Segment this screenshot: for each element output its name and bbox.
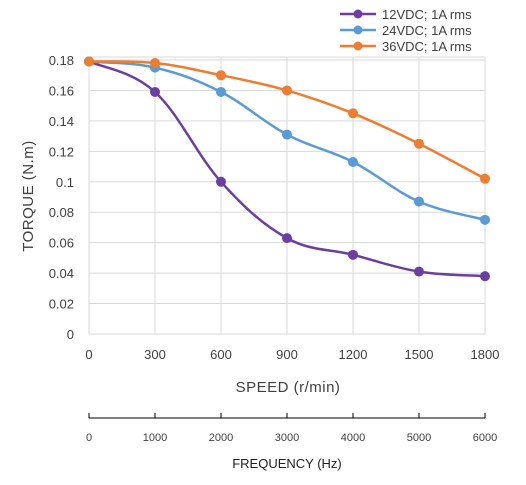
- legend-item: 12VDC; 1A rms: [340, 7, 472, 22]
- frequency-tick-label: 1000: [143, 432, 167, 444]
- legend-item: 36VDC; 1A rms: [340, 39, 472, 54]
- data-point: [348, 156, 358, 167]
- legend-label: 24VDC; 1A rms: [382, 23, 472, 38]
- data-point: [480, 173, 490, 184]
- data-point: [282, 233, 292, 244]
- data-point: [282, 85, 292, 96]
- data-point: [84, 56, 94, 67]
- series-3: [84, 56, 490, 184]
- data-point: [216, 70, 226, 81]
- x-tick-label: 1200: [339, 347, 368, 362]
- data-point: [480, 271, 490, 282]
- legend-label: 36VDC; 1A rms: [382, 39, 472, 54]
- x-axis-title: SPEED (r/min): [236, 379, 341, 396]
- legend-item: 24VDC; 1A rms: [340, 23, 472, 38]
- data-point: [216, 176, 226, 187]
- y-tick-label: 0.14: [49, 114, 74, 129]
- series-1: [84, 56, 490, 282]
- frequency-tick-label: 6000: [473, 432, 497, 444]
- x-tick-label: 1800: [471, 347, 500, 362]
- y-tick-label: 0.12: [49, 144, 74, 159]
- data-point: [348, 108, 358, 119]
- data-point: [480, 214, 490, 225]
- data-point: [216, 86, 226, 97]
- y-axis-title: TORQUE (N.m): [20, 140, 37, 252]
- y-tick-label: 0.1: [56, 175, 74, 190]
- x-tick-label: 900: [276, 347, 298, 362]
- frequency-tick-label: 2000: [209, 432, 233, 444]
- frequency-tick-label: 0: [86, 432, 92, 444]
- frequency-tick-label: 5000: [407, 432, 431, 444]
- legend-label: 12VDC; 1A rms: [382, 7, 472, 22]
- frequency-axis-title: FREQUENCY (Hz): [232, 456, 342, 471]
- x-tick-label: 300: [144, 347, 166, 362]
- x-tick-label: 1500: [405, 347, 434, 362]
- x-tick-label: 0: [85, 347, 92, 362]
- y-tick-label: 0.06: [49, 236, 74, 251]
- y-tick-label: 0.16: [49, 83, 74, 98]
- data-point: [414, 266, 424, 277]
- y-tick-labels: 0 0.02 0.04 0.06 0.08 0.1 0.12 0.14 0.16 0.18: [49, 53, 74, 342]
- legend-swatch-marker: [353, 41, 363, 51]
- y-tick-label: 0.04: [49, 266, 74, 281]
- data-point: [414, 138, 424, 149]
- frequency-axis: 0 1000 2000 3000 4000 5000 6000: [86, 413, 497, 444]
- data-point: [348, 249, 358, 260]
- y-tick-label: 0.02: [49, 297, 74, 312]
- legend-swatch-marker: [353, 25, 363, 35]
- legend-swatch-marker: [353, 9, 363, 19]
- y-tick-label: 0.18: [49, 53, 74, 68]
- frequency-tick-label: 3000: [275, 432, 299, 444]
- x-tick-labels: 0 300 600 900 1200 1500 1800: [85, 347, 499, 362]
- series-layer: [84, 56, 490, 282]
- frequency-tick-label: 4000: [341, 432, 365, 444]
- data-point: [282, 129, 292, 140]
- x-tick-label: 600: [210, 347, 232, 362]
- gridlines: [88, 56, 486, 335]
- data-point: [150, 58, 160, 69]
- data-point: [150, 86, 160, 97]
- data-point: [414, 196, 424, 207]
- y-tick-label: 0.08: [49, 205, 74, 220]
- y-tick-label: 0: [67, 327, 74, 342]
